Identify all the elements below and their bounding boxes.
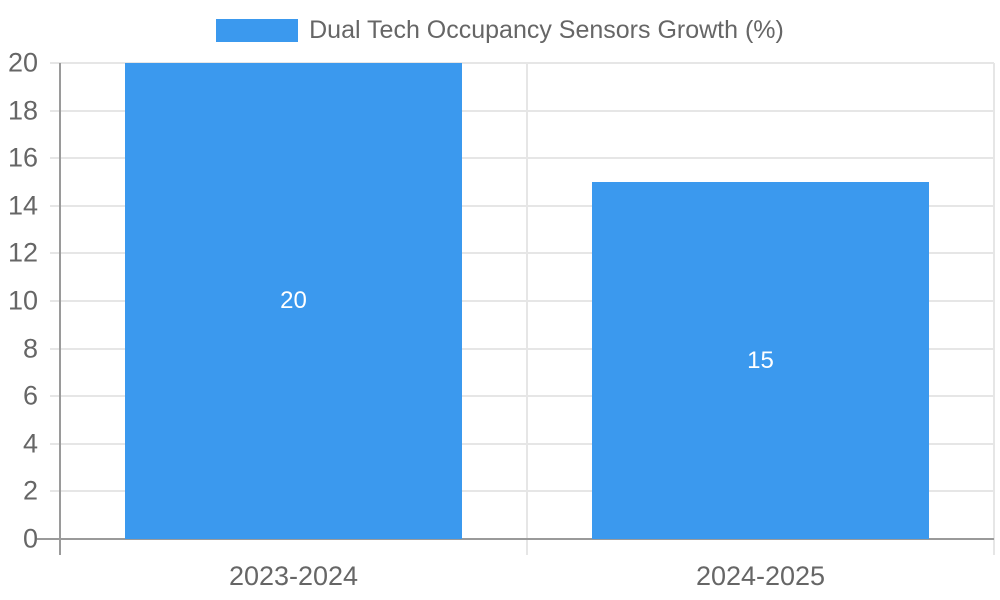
legend-swatch: [216, 18, 299, 42]
y-axis-line: [59, 63, 61, 555]
gridline-x-boundary-1: [526, 63, 528, 555]
y-axis-tick-label: 20: [7, 47, 38, 78]
gridline-y-2: [50, 490, 994, 493]
bar-value-label: 20: [280, 287, 307, 314]
y-axis-tick-label: 10: [7, 285, 38, 316]
y-axis-tick-label: 4: [22, 428, 38, 459]
x-axis-category-label: 2024-2025: [695, 561, 826, 591]
gridline-y-4: [50, 442, 994, 445]
gridline-y-20: [50, 62, 994, 64]
gridline-y-12: [50, 252, 994, 255]
gridline-y-14: [50, 204, 994, 207]
x-axis-line: [37, 538, 994, 540]
y-axis-tick-label: 0: [22, 523, 38, 554]
bar-value-label: 15: [747, 346, 774, 374]
bar-2024-2025: [592, 182, 929, 539]
y-axis-tick-label: 12: [7, 237, 38, 268]
bar-2023-2024: [125, 63, 462, 539]
gridline-y-6: [50, 395, 994, 398]
gridline-y-16: [50, 157, 994, 160]
gridline-y-10: [50, 300, 994, 302]
gridline-y-8: [50, 347, 994, 350]
x-axis-category-label: 2023-2024: [228, 561, 359, 591]
gridline-y-18: [50, 109, 994, 112]
y-axis-tick-label: 14: [7, 190, 38, 221]
chart-legend-item[interactable]: Dual Tech Occupancy Sensors Growth (%): [0, 12, 1000, 48]
y-axis-tick-label: 16: [7, 142, 38, 173]
y-axis-tick-label: 6: [22, 380, 38, 411]
legend-label: Dual Tech Occupancy Sensors Growth (%): [309, 15, 784, 44]
gridline-x-boundary-2: [993, 63, 995, 555]
y-axis-tick-label: 2: [22, 475, 38, 506]
y-axis-tick-label: 18: [7, 95, 38, 126]
y-axis-tick-label: 8: [22, 333, 38, 364]
